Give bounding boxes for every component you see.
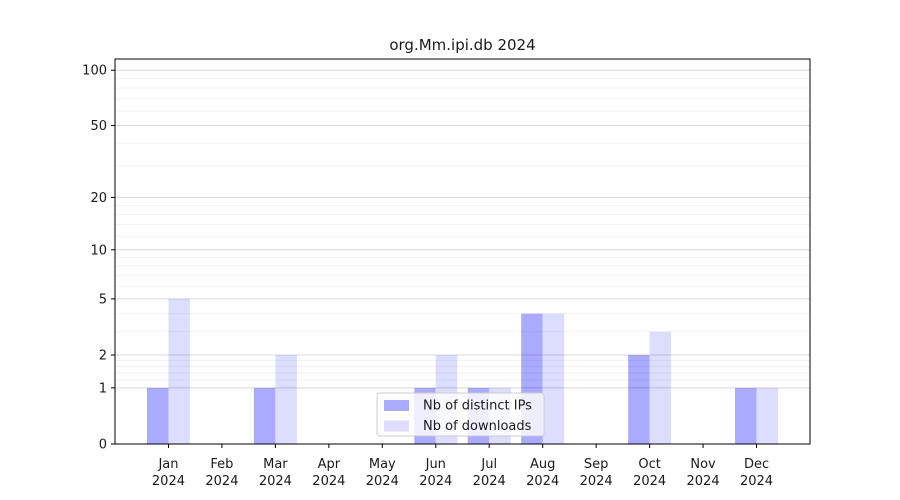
x-tick-label-year: 2024 [580,474,613,489]
bar-nb-of-downloads-dec [756,387,779,444]
x-tick-label-month: Apr [318,457,341,472]
legend-swatch [384,420,409,432]
x-tick-label-month: Mar [263,457,288,472]
legend-swatch [384,400,409,411]
x-tick-label-month: Jan [157,457,178,472]
x-tick-label-year: 2024 [633,474,666,489]
bar-nb-of-distinct-ips-oct [628,355,650,444]
y-tick-label: 5 [99,292,107,307]
x-tick-label-year: 2024 [312,474,345,489]
x-tick-label-month: Dec [744,457,769,472]
x-tick-label-month: Jun [425,457,446,472]
y-tick-label: 1 [99,381,107,396]
y-tick-label: 50 [90,119,107,134]
x-tick-label-year: 2024 [526,474,559,489]
x-tick-label-month: Sep [584,457,609,472]
chart-title: org.Mm.ipi.db 2024 [389,36,536,54]
x-tick-label-month: Jul [480,457,497,472]
legend-label: Nb of downloads [423,419,532,434]
x-tick-label-year: 2024 [687,474,720,489]
x-tick-label-year: 2024 [740,474,773,489]
bar-nb-of-downloads-oct [649,331,672,444]
y-tick-label: 100 [82,64,107,79]
x-tick-label-year: 2024 [419,474,452,489]
bar-nb-of-distinct-ips-jan [146,387,169,444]
y-tick-label: 0 [99,438,107,453]
legend-label: Nb of distinct IPs [423,399,532,414]
x-tick-label-year: 2024 [259,474,292,489]
y-tick-label: 20 [90,191,107,206]
x-tick-label-year: 2024 [205,474,238,489]
y-tick-label: 2 [99,349,107,364]
x-tick-label-year: 2024 [473,474,506,489]
x-tick-label-year: 2024 [152,474,185,489]
bar-nb-of-downloads-jan [168,298,190,444]
x-tick-label-month: May [369,457,396,472]
plot-border [114,58,811,445]
legend-box [376,392,545,437]
bar-nb-of-distinct-ips-dec [735,387,757,444]
x-tick-label-month: Aug [530,457,555,472]
bar-nb-of-downloads-aug [542,313,565,444]
bar-nb-of-distinct-ips-mar [253,387,276,444]
bar-nb-of-downloads-mar [275,355,297,444]
x-tick-label-year: 2024 [366,474,399,489]
x-tick-label-month: Feb [210,457,233,472]
y-tick-label: 10 [90,243,107,258]
x-tick-label-month: Oct [638,457,660,472]
x-tick-label-month: Nov [690,457,716,472]
